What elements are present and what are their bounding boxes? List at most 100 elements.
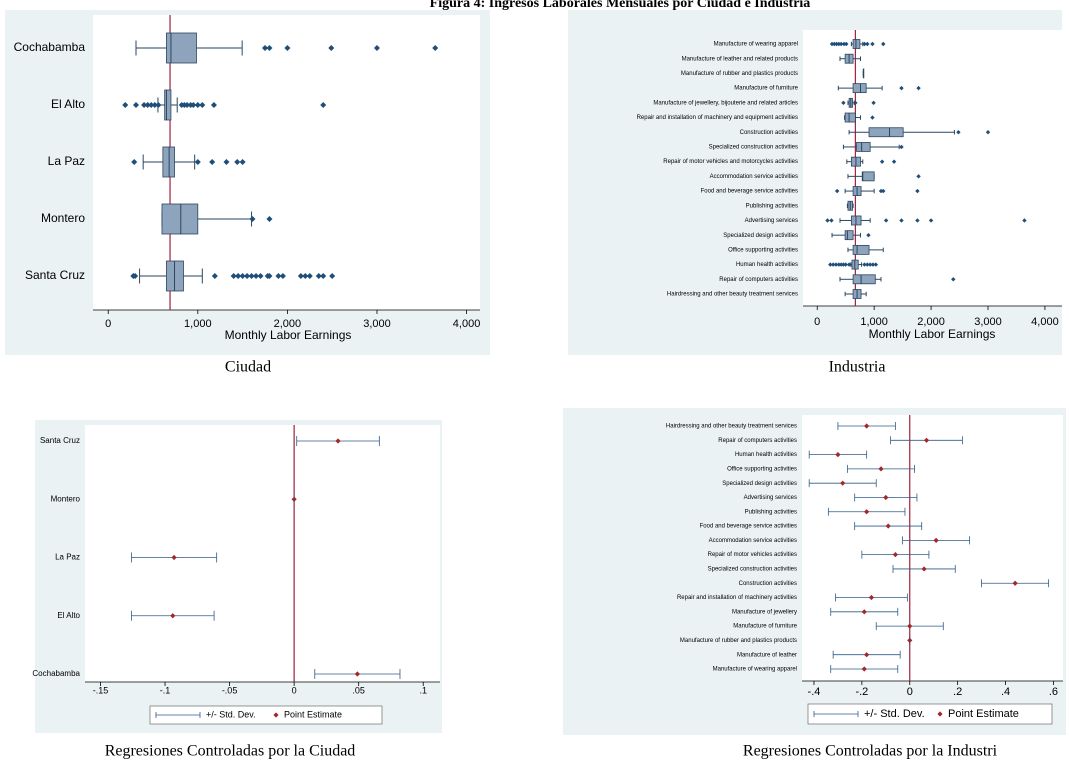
outlier bbox=[275, 273, 282, 279]
legend-label: +/- Std. Dev. bbox=[206, 709, 256, 719]
outlier bbox=[834, 188, 840, 194]
outlier bbox=[131, 159, 138, 165]
outlier bbox=[841, 262, 846, 267]
plot-area bbox=[802, 415, 1063, 681]
category-label: Repair of computers activities bbox=[719, 277, 798, 283]
category-label: Manufacture of wearing apparel bbox=[714, 42, 798, 48]
caption: Regresiones Controladas por la Ciudad bbox=[105, 743, 356, 760]
box bbox=[161, 203, 199, 235]
x-tick-label: 0 bbox=[105, 318, 111, 330]
box bbox=[166, 32, 197, 64]
outlier bbox=[122, 102, 129, 108]
outlier bbox=[432, 45, 439, 51]
point-estimate bbox=[291, 496, 297, 502]
plot-area bbox=[803, 30, 1062, 306]
legend-label: Point Estimate bbox=[284, 709, 342, 719]
category-label: Manufacture of furniture bbox=[733, 624, 797, 630]
point-estimate bbox=[883, 494, 889, 501]
point-estimate bbox=[907, 623, 913, 629]
box bbox=[164, 89, 172, 121]
x-axis-label: Monthly Labor Earnings bbox=[225, 328, 352, 342]
outlier bbox=[916, 85, 921, 91]
point-estimate bbox=[878, 466, 884, 472]
box bbox=[844, 112, 856, 123]
x-tick-label: 2,000 bbox=[917, 316, 945, 328]
outlier bbox=[151, 102, 158, 108]
outlier bbox=[881, 188, 886, 194]
outlier bbox=[833, 262, 839, 267]
outlier bbox=[144, 102, 151, 108]
point-estimate bbox=[885, 523, 891, 529]
outlier bbox=[328, 45, 335, 51]
outlier bbox=[373, 45, 380, 51]
outlier bbox=[881, 41, 886, 47]
x-tick-label: .6 bbox=[1049, 686, 1058, 698]
outlier bbox=[190, 102, 197, 108]
category-label: Office supporting activities bbox=[727, 466, 797, 472]
legend-label: +/- Std. Dev. bbox=[864, 708, 925, 720]
x-tick-label: 3,000 bbox=[363, 318, 391, 330]
x-tick-label: .2 bbox=[953, 686, 962, 698]
category-label: Manufacture of rubber and plastics produ… bbox=[681, 71, 798, 77]
category-label: Specialized construction activities bbox=[709, 145, 798, 151]
x-tick-label: 1,000 bbox=[184, 318, 212, 330]
category-label: Manufacture of wearing apparel bbox=[713, 667, 797, 673]
x-tick-label: 2,000 bbox=[274, 318, 302, 330]
outlier bbox=[870, 262, 876, 267]
category-label: La Paz bbox=[55, 553, 80, 562]
box bbox=[852, 244, 870, 255]
category-label: Construction activities bbox=[740, 130, 798, 136]
x-tick-label: 0 bbox=[907, 686, 913, 698]
point-estimate bbox=[868, 594, 875, 601]
category-label: Publishing activities bbox=[746, 203, 798, 209]
outlier bbox=[834, 41, 839, 47]
outlier bbox=[915, 218, 920, 223]
category-label: Specialized design activities bbox=[723, 233, 798, 239]
outlier bbox=[867, 262, 873, 267]
category-label: Manufacture of furniture bbox=[734, 86, 798, 92]
outlier bbox=[878, 188, 884, 194]
outlier bbox=[832, 41, 837, 47]
plot-area bbox=[85, 425, 440, 682]
category-label: Manufacture of rubber and plastics produ… bbox=[680, 638, 797, 644]
outlier bbox=[841, 41, 847, 47]
outlier bbox=[846, 262, 852, 267]
category-label: Montero bbox=[51, 494, 81, 503]
outlier bbox=[956, 130, 961, 135]
point-estimate bbox=[1012, 580, 1018, 586]
category-label: Manufacture of leather and related produ… bbox=[682, 56, 798, 62]
point-estimate bbox=[835, 451, 841, 458]
box bbox=[852, 274, 876, 285]
x-tick-label: 1,000 bbox=[860, 316, 888, 328]
outlier bbox=[320, 273, 327, 279]
outlier bbox=[302, 273, 309, 279]
point-estimate bbox=[335, 438, 341, 444]
category-label: Construction activities bbox=[739, 581, 797, 587]
category-label: Advertising services bbox=[745, 218, 798, 224]
category-label: Manufacture of jewellery, bijouterie and… bbox=[653, 100, 798, 106]
box bbox=[844, 230, 854, 241]
outlier bbox=[230, 273, 237, 279]
category-label: Cochabamba bbox=[32, 669, 80, 678]
category-label: El Alto bbox=[51, 97, 85, 111]
outlier bbox=[194, 159, 201, 165]
outlier bbox=[862, 41, 867, 47]
category-label: Repair of motor vehicles and motorcycles… bbox=[663, 159, 798, 165]
outlier bbox=[284, 45, 291, 51]
category-label: Human health activities bbox=[736, 262, 798, 268]
category-label: Food and beverage service activities bbox=[700, 524, 797, 530]
point-estimate bbox=[840, 480, 846, 486]
category-label: Manufacture of jewellery bbox=[732, 609, 797, 615]
outlier bbox=[828, 262, 833, 267]
category-label: Food and beverage service activities bbox=[701, 189, 798, 195]
outlier bbox=[266, 216, 273, 222]
point-estimate bbox=[933, 537, 939, 543]
point-estimate bbox=[921, 566, 927, 572]
point-estimate bbox=[861, 666, 867, 672]
category-label: Publishing activities bbox=[745, 509, 797, 515]
point-estimate bbox=[864, 423, 870, 429]
x-tick-label: -.05 bbox=[222, 685, 238, 695]
outlier bbox=[830, 262, 836, 267]
x-tick-label: 4,000 bbox=[453, 318, 481, 330]
